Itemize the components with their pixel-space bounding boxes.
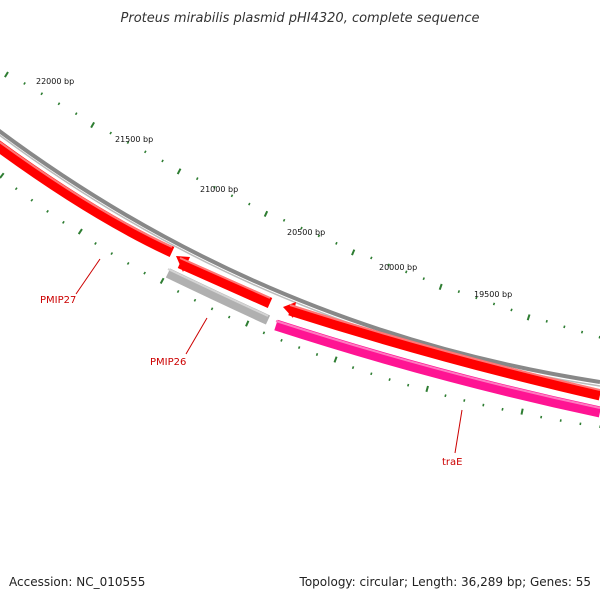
major-tick	[77, 228, 83, 235]
minor-tick	[213, 185, 216, 189]
minor-tick	[30, 198, 34, 202]
minor-tick	[482, 403, 485, 407]
minor-tick	[193, 298, 197, 302]
gene-forward-3[interactable]	[283, 302, 600, 401]
minor-tick	[57, 102, 61, 106]
minor-tick	[62, 220, 65, 224]
minor-tick	[297, 346, 301, 349]
minor-tick	[227, 315, 231, 319]
minor-tick	[74, 112, 78, 116]
scale-label-20500: 20500 bp	[287, 228, 325, 237]
minor-tick	[407, 383, 410, 387]
accession-text: Accession: NC_010555	[9, 575, 145, 589]
minor-tick	[282, 218, 286, 222]
pmip27-leader-line	[75, 258, 101, 295]
minor-tick	[14, 187, 18, 191]
minor-tick	[335, 241, 338, 245]
minor-tick	[501, 407, 504, 411]
minor-tick	[457, 290, 461, 294]
minor-tick	[370, 256, 373, 260]
gene-pmip26[interactable]	[165, 268, 271, 325]
gene-pmip27[interactable]	[0, 135, 175, 257]
trae-leader-line	[454, 409, 463, 454]
minor-tick	[230, 194, 234, 198]
minor-tick	[315, 353, 319, 356]
inner-tick-ring	[0, 172, 600, 428]
gene-label-trae: traE	[442, 457, 462, 468]
minor-tick	[280, 338, 283, 342]
major-tick	[263, 210, 269, 218]
map-title: Proteus mirabilis plasmid pHI4320, compl…	[121, 11, 480, 26]
pmip26-leader-line	[185, 317, 208, 355]
scale-label-19500: 19500 bp	[474, 290, 512, 299]
minor-tick	[422, 277, 425, 281]
minor-tick	[580, 330, 584, 334]
major-tick	[0, 172, 5, 179]
minor-tick	[444, 394, 447, 398]
minor-tick	[300, 226, 303, 230]
major-tick	[4, 71, 9, 78]
minor-tick	[262, 331, 266, 335]
minor-tick	[545, 319, 548, 323]
minor-tick	[463, 399, 466, 402]
minor-tick	[126, 141, 130, 144]
scale-label-21500: 21500 bp	[115, 135, 153, 144]
major-tick	[438, 283, 443, 291]
scale-labels: 22000 bp 21500 bp 21000 bp 20500 bp 2000…	[36, 77, 512, 299]
minor-tick	[317, 234, 321, 238]
major-tick	[159, 277, 165, 284]
gene-label-pmip27: PMIP27	[40, 295, 76, 306]
scale-label-21000: 21000 bp	[200, 185, 238, 194]
minor-tick	[40, 92, 44, 96]
minor-tick	[492, 302, 496, 306]
major-tick	[526, 314, 531, 321]
minor-tick	[109, 131, 112, 135]
minor-tick	[126, 261, 130, 265]
major-tick	[520, 408, 524, 415]
minor-tick	[370, 372, 373, 376]
topology-summary: Topology: circular; Length: 36,289 bp; G…	[299, 575, 591, 589]
minor-tick	[110, 252, 114, 256]
scale-label-20000: 20000 bp	[379, 263, 417, 272]
minor-tick	[161, 159, 164, 163]
minor-tick	[388, 378, 391, 382]
minor-tick	[176, 290, 180, 293]
minor-tick	[405, 270, 408, 274]
major-tick	[351, 249, 356, 256]
minor-tick	[248, 202, 251, 206]
gene-label-pmip26: PMIP26	[150, 357, 186, 368]
minor-tick	[143, 150, 147, 154]
minor-tick	[94, 241, 97, 245]
minor-tick	[475, 296, 478, 300]
major-tick	[245, 320, 250, 327]
sequence-backbone	[0, 128, 600, 384]
major-tick	[176, 168, 182, 175]
outer-tick-ring	[4, 71, 600, 339]
major-tick	[90, 121, 95, 129]
gene-trae[interactable]	[274, 319, 600, 418]
minor-tick	[540, 415, 543, 419]
minor-tick	[23, 81, 26, 85]
minor-tick	[46, 209, 49, 213]
minor-tick	[563, 325, 566, 329]
minor-tick	[351, 366, 355, 370]
minor-tick	[510, 308, 513, 312]
minor-tick	[143, 271, 146, 275]
major-tick	[333, 356, 338, 363]
minor-tick	[210, 307, 214, 311]
minor-tick	[387, 263, 390, 267]
scale-label-22000: 22000 bp	[36, 77, 74, 86]
minor-tick	[195, 177, 199, 181]
major-tick	[425, 385, 429, 393]
gene-forward-2[interactable]	[176, 256, 273, 309]
